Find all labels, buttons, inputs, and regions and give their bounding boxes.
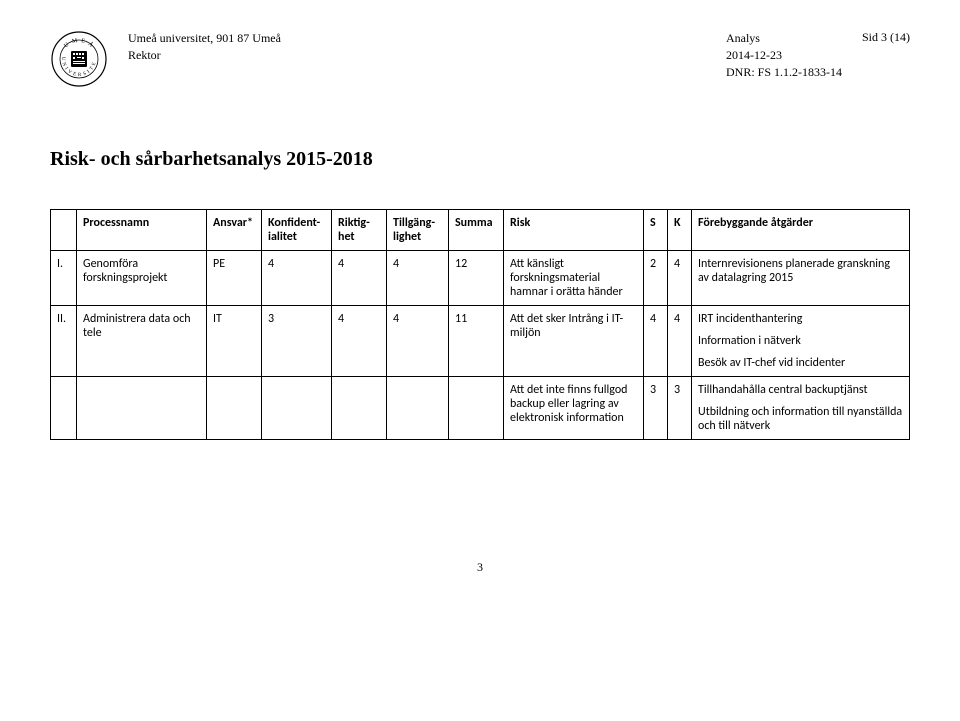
org-role: Rektor [128,47,706,64]
cell-tillg [387,377,449,440]
header-org-block: Umeå universitet, 901 87 Umeå Rektor [128,30,706,64]
col-header-riktig: Riktig-het [332,210,387,251]
page-footer: 3 [50,560,910,575]
col-header-tillg: Tillgäng-lighet [387,210,449,251]
col-header-risk: Risk [504,210,644,251]
col-header-process: Processnamn [77,210,207,251]
cell-k: 4 [668,306,692,377]
cell-ansvar [207,377,262,440]
cell-ansvar: PE [207,251,262,306]
table-header-row: Processnamn Ansvar* Konfident-ialitet Ri… [51,210,910,251]
doc-date: 2014-12-23 [726,47,842,64]
cell-k: 3 [668,377,692,440]
doc-type: Analys [726,30,842,47]
col-header-ansvar: Ansvar* [207,210,262,251]
cell-risk: Att det sker Intrång i IT-miljön [504,306,644,377]
cell-tillg: 4 [387,306,449,377]
page-title: Risk- och sårbarhetsanalys 2015-2018 [50,148,910,171]
cell-konf: 3 [262,306,332,377]
cell-num [51,377,77,440]
atg-item: IRT incidenthantering [698,312,903,326]
cell-atg: Internrevisionens planerade granskning a… [692,251,910,306]
cell-atg: Tillhandahålla central backuptjänst Utbil… [692,377,910,440]
cell-risk: Att det inte finns fullgod backup eller … [504,377,644,440]
cell-k: 4 [668,251,692,306]
cell-tillg: 4 [387,251,449,306]
col-header-summa: Summa [449,210,504,251]
cell-s: 4 [644,306,668,377]
page-number: 3 [477,560,483,574]
table-row: Att det inte finns fullgod backup eller … [51,377,910,440]
header-doc-block: Analys 2014-12-23 DNR: FS 1.1.2-1833-14 [726,30,842,80]
doc-dnr: DNR: FS 1.1.2-1833-14 [726,64,842,81]
svg-text:U M E Å: U M E Å [63,38,96,50]
col-header-num [51,210,77,251]
cell-num: II. [51,306,77,377]
col-header-konf: Konfident-ialitet [262,210,332,251]
cell-atg: IRT incidenthantering Information i nätve… [692,306,910,377]
atg-item: Besök av IT-chef vid incidenter [698,356,903,370]
cell-process: Genomföra forskningsprojekt [77,251,207,306]
cell-process: Administrera data och tele [77,306,207,377]
cell-riktig [332,377,387,440]
cell-process [77,377,207,440]
atg-item: Information i nätverk [698,334,903,348]
cell-riktig: 4 [332,306,387,377]
cell-konf: 4 [262,251,332,306]
page-indicator: Sid 3 (14) [862,30,910,45]
university-logo: U M E Å U N I V E R S I T E T [50,30,108,88]
atg-item: Tillhandahålla central backuptjänst [698,383,903,397]
col-header-k: K [668,210,692,251]
cell-risk: Att känsligt forskningsmaterial hamnar i… [504,251,644,306]
table-row: II.Administrera data och teleIT34411Att … [51,306,910,377]
col-header-s: S [644,210,668,251]
cell-num: I. [51,251,77,306]
cell-s: 3 [644,377,668,440]
atg-item: Utbildning och information till nyanstäl… [698,405,903,433]
cell-konf [262,377,332,440]
cell-summa: 11 [449,306,504,377]
col-header-atg: Förebyggande åtgärder [692,210,910,251]
cell-s: 2 [644,251,668,306]
org-address: Umeå universitet, 901 87 Umeå [128,30,706,47]
risk-table: Processnamn Ansvar* Konfident-ialitet Ri… [50,209,910,440]
cell-riktig: 4 [332,251,387,306]
table-row: I.Genomföra forskningsprojektPE44412Att … [51,251,910,306]
cell-summa: 12 [449,251,504,306]
cell-summa [449,377,504,440]
header-page-block: Sid 3 (14) [862,30,910,45]
atg-item: Internrevisionens planerade granskning a… [698,257,903,285]
page-header: U M E Å U N I V E R S I T E T Umeå unive… [50,30,910,88]
cell-ansvar: IT [207,306,262,377]
